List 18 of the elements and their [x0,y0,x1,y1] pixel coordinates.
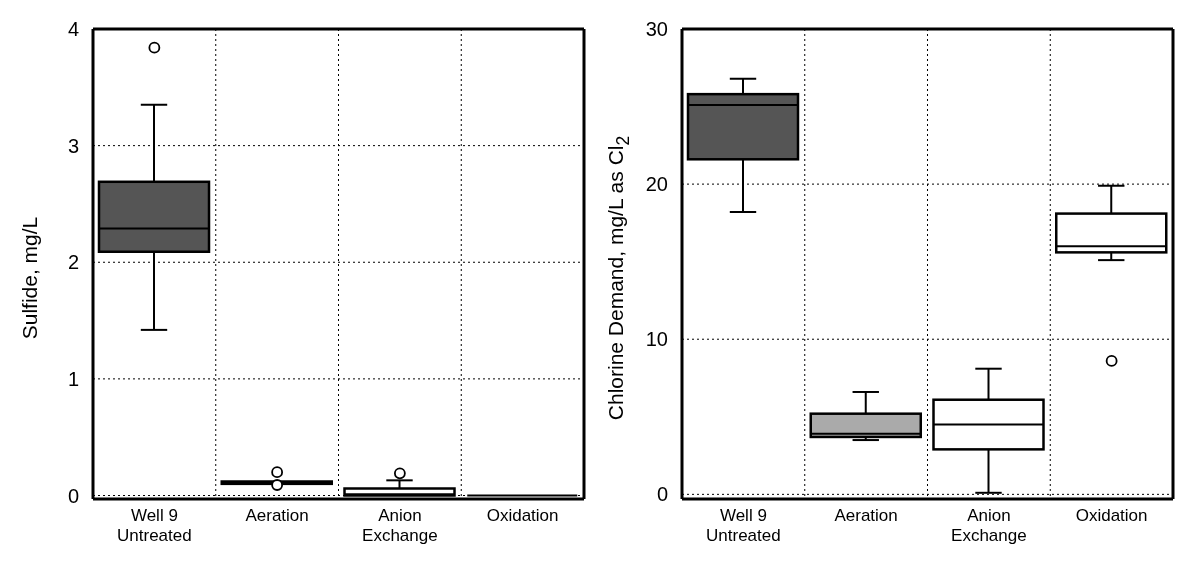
y-tick-label: 10 [645,328,668,351]
y-tick-label: 1 [67,367,79,390]
x-tick-label: Well 9 Untreated [706,506,781,545]
x-tick-label: Oxidation [1075,506,1148,525]
y-axis-title: Sulfide, mg/L [18,216,42,340]
y-tick-label: 2 [67,251,79,274]
y-tick-label: 0 [656,483,668,506]
x-tick-label: Aeration [245,506,309,525]
y-tick-label: 0 [67,484,79,507]
x-tick-label: Oxidation [486,506,559,525]
x-tick-label: Anion Exchange [951,506,1027,545]
x-tick-label: Anion Exchange [362,506,438,545]
y-tick-label: 30 [645,18,668,41]
x-tick-label: Well 9 Untreated [117,506,192,545]
y-tick-label: 4 [67,18,79,41]
y-tick-label: 3 [67,134,79,157]
y-tick-label: 20 [645,173,668,196]
x-tick-label: Aeration [834,506,898,525]
